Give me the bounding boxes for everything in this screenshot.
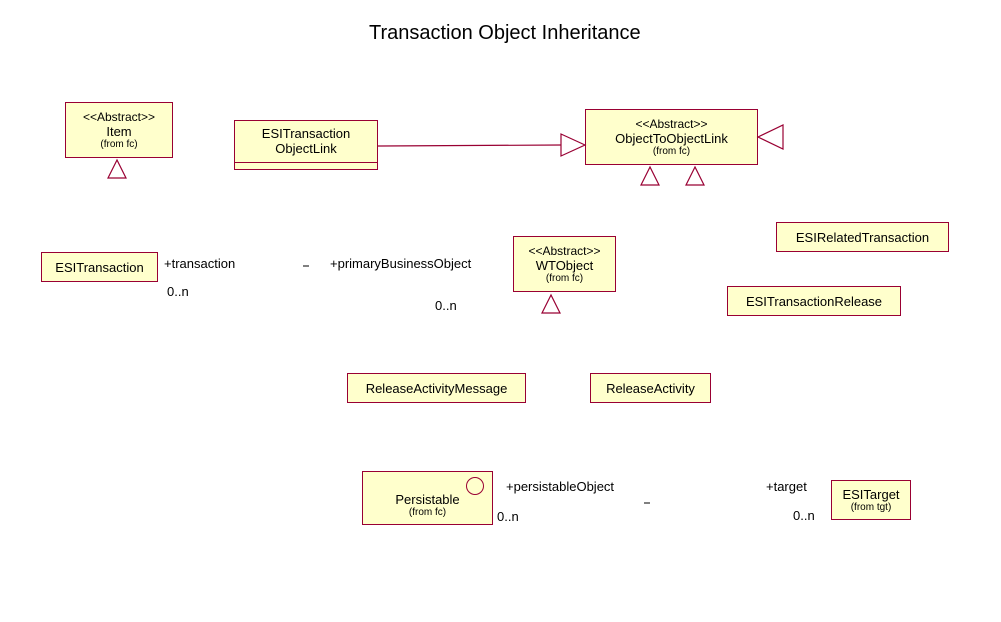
class-name: Item xyxy=(106,124,131,139)
class-from: (from fc) xyxy=(409,507,446,518)
role-primarybusinessobject: +primaryBusinessObject xyxy=(330,256,471,271)
diagram-title: Transaction Object Inheritance xyxy=(369,22,641,45)
class-name: ESITransaction xyxy=(55,260,143,275)
class-name-line2: ObjectLink xyxy=(239,141,373,156)
class-name: ReleaseActivityMessage xyxy=(366,381,508,396)
stereotype: <<Abstract>> xyxy=(635,117,707,131)
class-from: (from fc) xyxy=(100,139,137,150)
class-from: (from fc) xyxy=(653,146,690,157)
class-from: (from tgt) xyxy=(851,502,892,513)
class-name: ESIRelatedTransaction xyxy=(796,230,929,245)
class-esitarget: ESITarget (from tgt) xyxy=(831,480,911,520)
class-esitransactionrelease: ESITransactionRelease xyxy=(727,286,901,316)
class-esitransaction: ESITransaction xyxy=(41,252,158,282)
role-persistableobject: +persistableObject xyxy=(506,479,614,494)
class-from: (from fc) xyxy=(546,273,583,284)
mult-persistableobject: 0..n xyxy=(497,509,519,524)
class-objecttoobjectlink: <<Abstract>> ObjectToObjectLink (from fc… xyxy=(585,109,758,165)
class-wtobject: <<Abstract>> WTObject (from fc) xyxy=(513,236,616,292)
class-name: ReleaseActivity xyxy=(606,381,695,396)
mult-primarybusinessobject: 0..n xyxy=(435,298,457,313)
mult-target: 0..n xyxy=(793,508,815,523)
class-esitransaction-objectlink: ESITransaction ObjectLink xyxy=(234,120,378,170)
class-name: WTObject xyxy=(536,258,594,273)
class-name: ESITarget xyxy=(842,487,899,502)
class-releaseactivity: ReleaseActivity xyxy=(590,373,711,403)
class-name: ObjectToObjectLink xyxy=(615,131,728,146)
interface-circle-icon xyxy=(466,477,484,495)
stereotype: <<Abstract>> xyxy=(83,110,155,124)
role-target: +target xyxy=(766,479,807,494)
class-item: <<Abstract>> Item (from fc) xyxy=(65,102,173,158)
role-transaction: +transaction xyxy=(164,256,235,271)
stereotype: <<Abstract>> xyxy=(528,244,600,258)
class-name: Persistable xyxy=(395,492,459,507)
class-esirelatedtransaction: ESIRelatedTransaction xyxy=(776,222,949,252)
class-name: ESITransactionRelease xyxy=(746,294,882,309)
mult-transaction: 0..n xyxy=(167,284,189,299)
class-releaseactivitymessage: ReleaseActivityMessage xyxy=(347,373,526,403)
class-name-line1: ESITransaction xyxy=(239,126,373,141)
